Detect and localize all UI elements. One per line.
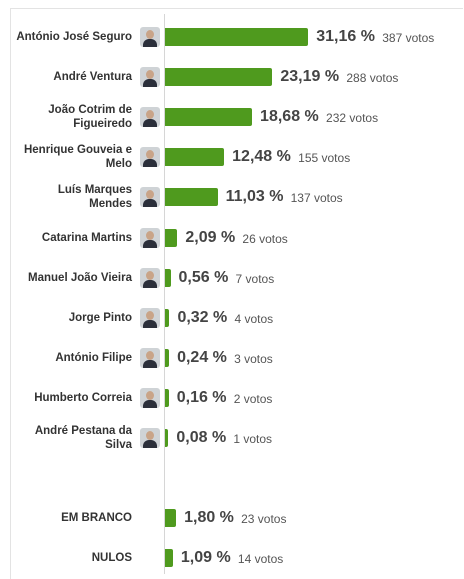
bar	[165, 389, 169, 407]
candidate-name: Luís Marques Mendes	[14, 183, 132, 211]
bar	[165, 509, 176, 527]
candidate-name: Humberto Correia	[14, 391, 132, 405]
bar	[165, 269, 171, 287]
percent-label: 1,09 %	[181, 549, 231, 567]
votes-label: 1 votos	[233, 432, 272, 446]
bar	[165, 309, 169, 327]
avatar	[140, 147, 160, 167]
votes-label: 155 votos	[298, 151, 350, 165]
avatar	[140, 27, 160, 47]
percent-label: 0,32 %	[177, 309, 227, 327]
votes-label: 137 votos	[291, 191, 343, 205]
votes-label: 3 votos	[234, 352, 273, 366]
percent-label: 0,16 %	[177, 389, 227, 407]
votes-label: 2 votos	[234, 392, 273, 406]
bar	[165, 429, 168, 447]
candidate-name: António Filipe	[14, 351, 132, 365]
axis-line	[164, 14, 165, 574]
bar	[165, 28, 308, 46]
candidate-name: EM BRANCO	[14, 511, 132, 525]
candidate-name: Henrique Gouveia e Melo	[14, 143, 132, 171]
bar	[165, 148, 224, 166]
percent-label: 11,03 %	[226, 188, 284, 206]
votes-label: 14 votos	[238, 552, 283, 566]
percent-label: 23,19 %	[280, 68, 339, 86]
avatar	[140, 67, 160, 87]
votes-label: 288 votos	[346, 71, 398, 85]
frame	[10, 8, 463, 579]
votes-label: 7 votos	[236, 272, 275, 286]
avatar	[140, 348, 160, 368]
votes-label: 232 votos	[326, 111, 378, 125]
candidate-name: Catarina Martins	[14, 231, 132, 245]
avatar	[140, 428, 160, 448]
avatar	[140, 228, 160, 248]
percent-label: 0,08 %	[176, 429, 226, 447]
percent-label: 2,09 %	[185, 229, 235, 247]
percent-label: 12,48 %	[232, 148, 291, 166]
avatar	[140, 308, 160, 328]
votes-label: 26 votos	[242, 232, 287, 246]
candidate-name: André Ventura	[14, 70, 132, 84]
candidate-name: Manuel João Vieira	[14, 271, 132, 285]
bar	[165, 108, 252, 126]
percent-label: 0,24 %	[177, 349, 227, 367]
candidate-name: João Cotrim de Figueiredo	[14, 103, 132, 131]
candidate-name: Jorge Pinto	[14, 311, 132, 325]
avatar	[140, 187, 160, 207]
avatar	[140, 268, 160, 288]
avatar	[140, 107, 160, 127]
bar	[165, 229, 177, 247]
bar	[165, 68, 272, 86]
percent-label: 1,80 %	[184, 509, 234, 527]
candidate-name: NULOS	[14, 551, 132, 565]
percent-label: 31,16 %	[316, 28, 375, 46]
bar	[165, 188, 218, 206]
candidate-name: António José Seguro	[14, 30, 132, 44]
percent-label: 0,56 %	[179, 269, 229, 287]
votes-label: 4 votos	[234, 312, 273, 326]
candidate-name: André Pestana da Silva	[14, 424, 132, 452]
votes-label: 23 votos	[241, 512, 286, 526]
bar	[165, 349, 169, 367]
votes-label: 387 votos	[382, 31, 434, 45]
avatar	[140, 388, 160, 408]
bar	[165, 549, 173, 567]
percent-label: 18,68 %	[260, 108, 319, 126]
